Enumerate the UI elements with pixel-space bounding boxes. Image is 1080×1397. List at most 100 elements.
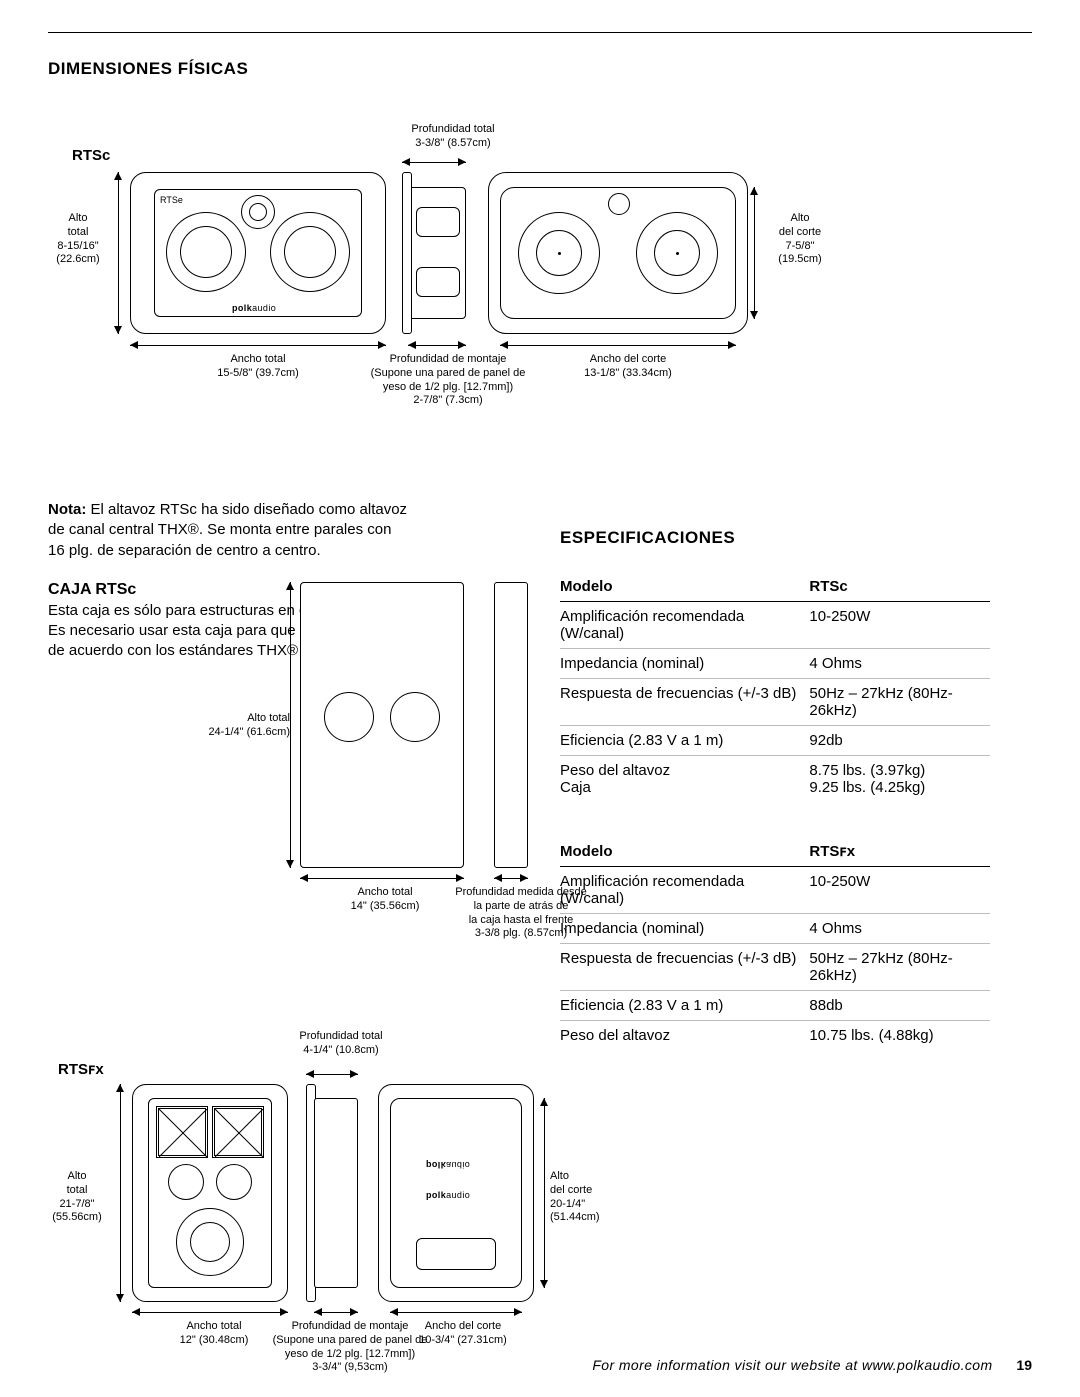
rtsfx-model-label: RTSꜰx bbox=[58, 1060, 104, 1078]
rtsfx-alto-total-cap: Alto total 21-7/8" (55.56cm) bbox=[42, 1170, 112, 1225]
rtsc-ancho-total-caption: Ancho total 15-5/8" (39.7cm) bbox=[198, 353, 318, 381]
spec-label: Peso del altavoz bbox=[560, 1021, 809, 1051]
x-icon bbox=[215, 1109, 263, 1157]
x bbox=[214, 1108, 262, 1156]
dot bbox=[676, 252, 679, 255]
dim-arrow bbox=[520, 874, 528, 882]
spec-label: Respuesta de frecuencias (+/-3 dB) bbox=[560, 944, 809, 991]
dim-arrow bbox=[390, 1308, 398, 1316]
spec-table-rtsfx: Modelo RTSꜰx Amplificación recomendada (… bbox=[560, 836, 990, 1050]
spec-value: 92db bbox=[809, 726, 990, 756]
dim-line bbox=[544, 1098, 545, 1288]
table-row: Respuesta de frecuencias (+/-3 dB)50Hz –… bbox=[560, 944, 990, 991]
rtsc-side-drv bbox=[416, 267, 460, 297]
logo-rtsc-front: polkaudio bbox=[232, 303, 276, 313]
table-row: Impedancia (nominal)4 Ohms bbox=[560, 649, 990, 679]
dim-arrow bbox=[132, 1308, 140, 1316]
dim-arrow bbox=[306, 1070, 314, 1078]
table-row: Impedancia (nominal)4 Ohms bbox=[560, 914, 990, 944]
spec-label: Amplificación recomendada (W/canal) bbox=[560, 602, 809, 649]
caja-ancho-cap: Ancho total 14" (35.56cm) bbox=[330, 886, 440, 914]
dim-line bbox=[402, 162, 466, 163]
dim-arrow bbox=[286, 860, 294, 868]
heading-especificaciones: ESPECIFICACIONES bbox=[560, 528, 990, 548]
rtsfx-wf2 bbox=[190, 1222, 230, 1262]
dim-arrow bbox=[750, 187, 758, 195]
rtsc-model-label: RTSᴄ bbox=[72, 147, 110, 164]
dim-arrow bbox=[280, 1308, 288, 1316]
rtsc-alto-corte-caption: Alto del corte 7-5/8" (19.5cm) bbox=[760, 212, 840, 267]
rtsfx-side bbox=[314, 1098, 358, 1288]
spec-label: Respuesta de frecuencias (+/-3 dB) bbox=[560, 679, 809, 726]
caja-hole-l bbox=[324, 692, 374, 742]
spec-label: Eficiencia (2.83 V a 1 m) bbox=[560, 991, 809, 1021]
x bbox=[158, 1108, 206, 1156]
rtsc-alto-total-caption: Alto total 8-15/16" (22.6cm) bbox=[38, 212, 118, 267]
rtsfx-prof-total-cap: Profundidad total 4-1/4" (10.8cm) bbox=[276, 1030, 406, 1058]
dim-arrow bbox=[402, 158, 410, 166]
spec-table-rtsc: Modelo RTSᴄ Amplificación recomendada (W… bbox=[560, 572, 990, 802]
dim-arrow bbox=[456, 874, 464, 882]
dim-arrow bbox=[350, 1308, 358, 1316]
dim-line bbox=[132, 1312, 288, 1313]
dim-line bbox=[118, 172, 119, 334]
dim-arrow bbox=[286, 582, 294, 590]
table-row: Amplificación recomendada (W/canal)10-25… bbox=[560, 602, 990, 649]
spec-value: 10-250W bbox=[809, 602, 990, 649]
footer: For more information visit our website a… bbox=[592, 1357, 1032, 1373]
dim-line bbox=[120, 1084, 121, 1302]
table-row: Respuesta de frecuencias (+/-3 dB)50Hz –… bbox=[560, 679, 990, 726]
spec-gap bbox=[560, 802, 990, 836]
logo-rtsfx-rear-flip: polkaudio bbox=[426, 1160, 470, 1170]
caja-side bbox=[494, 582, 528, 868]
dim-line bbox=[390, 1312, 522, 1313]
dim-arrow bbox=[458, 341, 466, 349]
rtsfx-alto-corte-cap: Alto del corte 20-1/4" (51.44cm) bbox=[550, 1170, 630, 1225]
rtsfx-mid-r bbox=[216, 1164, 252, 1200]
table-row: Amplificación recomendada (W/canal)10-25… bbox=[560, 867, 990, 914]
dim-arrow bbox=[300, 874, 308, 882]
dim-arrow bbox=[314, 1308, 322, 1316]
caja-hole-r bbox=[390, 692, 440, 742]
rtsfx-diagram: RTSꜰx Profundidad total 4-1/4" (10.8cm) … bbox=[48, 1040, 628, 1370]
dim-line bbox=[130, 345, 386, 346]
footer-text: For more information visit our website a… bbox=[592, 1357, 992, 1373]
spec-value: 50Hz – 27kHz (80Hz-26kHz) bbox=[809, 944, 990, 991]
dim-arrow bbox=[130, 341, 138, 349]
dim-arrow bbox=[458, 158, 466, 166]
spec-label: Eficiencia (2.83 V a 1 m) bbox=[560, 726, 809, 756]
spec-value: 10-250W bbox=[809, 867, 990, 914]
dim-arrow bbox=[540, 1098, 548, 1106]
table-row: Eficiencia (2.83 V a 1 m)88db bbox=[560, 991, 990, 1021]
dim-line bbox=[290, 582, 291, 868]
nota-text: Nota: El altavoz RTSᴄ ha sido diseñado c… bbox=[48, 500, 408, 561]
heading-dimensiones: DIMENSIONES FÍSICAS bbox=[48, 59, 1032, 79]
spec-label: Peso del altavoz Caja bbox=[560, 756, 809, 803]
rtsc-driver-left-2 bbox=[180, 226, 232, 278]
specs-column: ESPECIFICACIONES Modelo RTSᴄ Amplificaci… bbox=[560, 528, 990, 1050]
rtsc-inner-label: RTSe bbox=[160, 195, 183, 205]
dim-arrow bbox=[540, 1280, 548, 1288]
dim-arrow bbox=[114, 172, 122, 180]
dim-arrow bbox=[350, 1070, 358, 1078]
rtsc-ancho-corte-caption: Ancho del corte 13-1/8" (33.34cm) bbox=[568, 353, 688, 381]
caja-alto-cap: Alto total 24-1/4" (61.6cm) bbox=[180, 712, 290, 740]
dim-arrow bbox=[378, 341, 386, 349]
dim-arrow bbox=[114, 326, 122, 334]
rtsfx-rear-panel bbox=[416, 1238, 496, 1270]
dim-arrow bbox=[514, 1308, 522, 1316]
rtsc-rear-tw bbox=[608, 193, 630, 215]
logo-rtsfx-rear: polkaudio bbox=[426, 1190, 470, 1200]
dim-arrow bbox=[750, 311, 758, 319]
spec-value: 4 Ohms bbox=[809, 914, 990, 944]
rtsc-side-drv bbox=[416, 207, 460, 237]
table-row: Peso del altavoz10.75 lbs. (4.88kg) bbox=[560, 1021, 990, 1051]
page-number: 19 bbox=[1016, 1357, 1032, 1373]
caja-diagram: Alto total 24-1/4" (61.6cm) Ancho total … bbox=[250, 582, 570, 922]
dim-arrow bbox=[116, 1294, 124, 1302]
rtsfx-mid-l bbox=[168, 1164, 204, 1200]
rtsc-prof-montaje-caption: Profundidad de montaje (Supone una pared… bbox=[358, 353, 538, 408]
rtsc-driver-right-2 bbox=[284, 226, 336, 278]
spec-label: Amplificación recomendada (W/canal) bbox=[560, 867, 809, 914]
rtsc-prof-total-caption: Profundidad total 3-3/8" (8.57cm) bbox=[388, 123, 518, 151]
